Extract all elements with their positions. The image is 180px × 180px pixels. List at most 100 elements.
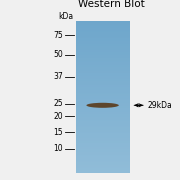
Bar [76, 113, 130, 115]
Bar [76, 77, 130, 79]
Bar [76, 133, 130, 135]
Bar [76, 79, 130, 81]
Bar [76, 51, 130, 53]
Bar [76, 65, 130, 67]
Text: 50: 50 [53, 50, 63, 59]
Bar [76, 160, 130, 162]
Bar [76, 103, 130, 105]
Bar [76, 156, 130, 158]
Bar [76, 129, 130, 130]
Bar [76, 123, 130, 124]
Bar [76, 106, 130, 108]
Bar [76, 67, 130, 68]
Bar [76, 76, 130, 78]
Bar [76, 33, 130, 35]
Bar [76, 70, 130, 71]
Bar [76, 166, 130, 168]
Bar [76, 165, 130, 167]
Text: kDa: kDa [59, 12, 74, 21]
Bar [76, 109, 130, 111]
Bar [76, 89, 130, 91]
Bar [76, 85, 130, 87]
Bar [76, 132, 130, 134]
Bar [76, 21, 130, 23]
Bar [76, 151, 130, 153]
Bar [76, 27, 130, 29]
Bar [76, 44, 130, 46]
Bar [76, 74, 130, 76]
Bar [76, 94, 130, 96]
Bar [76, 26, 130, 28]
Bar [76, 88, 130, 90]
Bar [76, 58, 130, 59]
Bar [76, 159, 130, 161]
Bar [76, 98, 130, 100]
Bar [76, 124, 130, 126]
Bar [76, 68, 130, 70]
Bar [76, 73, 130, 75]
Bar [76, 50, 130, 52]
Text: 29kDa: 29kDa [148, 101, 172, 110]
Bar [76, 36, 130, 38]
Bar [76, 38, 130, 40]
Bar [76, 126, 130, 127]
Bar [76, 83, 130, 85]
Bar [76, 171, 130, 173]
Text: 37: 37 [53, 72, 63, 81]
Bar [76, 35, 130, 37]
Bar [76, 95, 130, 97]
Bar [76, 41, 130, 43]
Text: 20: 20 [53, 112, 63, 121]
Bar [76, 153, 130, 155]
Bar [76, 121, 130, 123]
Text: 75: 75 [53, 31, 63, 40]
Bar [76, 112, 130, 114]
Bar [76, 136, 130, 138]
Bar [76, 48, 130, 50]
Bar [76, 42, 130, 44]
Bar [76, 32, 130, 34]
Bar [76, 130, 130, 132]
Bar [76, 60, 130, 62]
Bar [76, 47, 130, 49]
Bar [76, 86, 130, 88]
Bar [76, 104, 130, 106]
Bar [76, 100, 130, 102]
Bar [76, 29, 130, 31]
Bar [76, 120, 130, 121]
Bar [76, 162, 130, 164]
Bar [76, 97, 130, 99]
Bar [76, 82, 130, 84]
Bar [76, 55, 130, 56]
Bar [76, 148, 130, 150]
Bar [76, 39, 130, 41]
Text: 15: 15 [53, 128, 63, 137]
Bar [76, 107, 130, 109]
Bar [76, 142, 130, 144]
Bar [76, 118, 130, 120]
Bar [76, 115, 130, 117]
Bar [76, 59, 130, 61]
Bar [76, 144, 130, 146]
Bar [76, 157, 130, 159]
Bar [76, 145, 130, 147]
Bar [76, 30, 130, 32]
Bar [76, 92, 130, 94]
Bar [76, 45, 130, 47]
Bar [76, 169, 130, 171]
Bar [76, 71, 130, 73]
Text: 25: 25 [53, 99, 63, 108]
Bar [76, 154, 130, 156]
Bar [76, 127, 130, 129]
Bar [76, 80, 130, 82]
Bar [76, 101, 130, 103]
Ellipse shape [86, 103, 119, 108]
Text: Western Blot: Western Blot [78, 0, 145, 9]
Bar [76, 91, 130, 93]
Bar [76, 163, 130, 165]
Bar [76, 147, 130, 149]
Bar [76, 62, 130, 64]
Bar [76, 150, 130, 152]
Bar [76, 24, 130, 26]
Bar [76, 138, 130, 140]
